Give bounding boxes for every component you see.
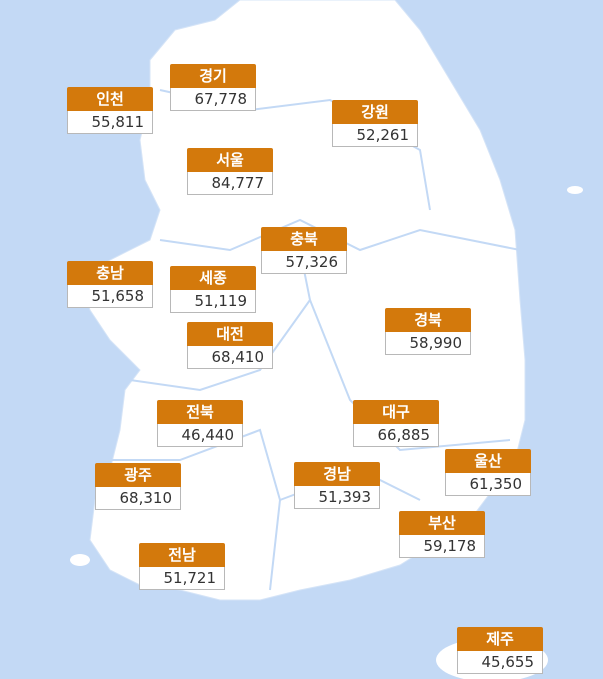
region-name: 제주 xyxy=(457,627,543,651)
region-label: 경남 51,393 xyxy=(294,462,380,509)
region-value: 68,310 xyxy=(95,487,181,510)
region-label: 대전 68,410 xyxy=(187,322,273,369)
region-name: 경북 xyxy=(385,308,471,332)
region-name: 대구 xyxy=(353,400,439,424)
region-value: 51,658 xyxy=(67,285,153,308)
region-value: 51,119 xyxy=(170,290,256,313)
region-label: 대구 66,885 xyxy=(353,400,439,447)
region-value: 66,885 xyxy=(353,424,439,447)
region-label: 인천 55,811 xyxy=(67,87,153,134)
region-name: 경남 xyxy=(294,462,380,486)
region-value: 57,326 xyxy=(261,251,347,274)
region-label: 경기 67,778 xyxy=(170,64,256,111)
region-value: 61,350 xyxy=(445,473,531,496)
region-name: 서울 xyxy=(187,148,273,172)
region-name: 세종 xyxy=(170,266,256,290)
region-name: 대전 xyxy=(187,322,273,346)
region-label: 울산 61,350 xyxy=(445,449,531,496)
region-label: 경북 58,990 xyxy=(385,308,471,355)
region-name: 충남 xyxy=(67,261,153,285)
region-name: 광주 xyxy=(95,463,181,487)
island xyxy=(70,554,90,566)
region-value: 51,721 xyxy=(139,567,225,590)
region-value: 67,778 xyxy=(170,88,256,111)
region-name: 울산 xyxy=(445,449,531,473)
region-value: 51,393 xyxy=(294,486,380,509)
region-label: 강원 52,261 xyxy=(332,100,418,147)
region-label: 서울 84,777 xyxy=(187,148,273,195)
region-value: 46,440 xyxy=(157,424,243,447)
region-label: 전북 46,440 xyxy=(157,400,243,447)
region-value: 58,990 xyxy=(385,332,471,355)
region-name: 충북 xyxy=(261,227,347,251)
region-name: 전남 xyxy=(139,543,225,567)
region-value: 59,178 xyxy=(399,535,485,558)
region-label: 충북 57,326 xyxy=(261,227,347,274)
region-name: 부산 xyxy=(399,511,485,535)
region-value: 68,410 xyxy=(187,346,273,369)
region-value: 52,261 xyxy=(332,124,418,147)
region-label: 세종 51,119 xyxy=(170,266,256,313)
region-label: 충남 51,658 xyxy=(67,261,153,308)
region-name: 인천 xyxy=(67,87,153,111)
region-value: 55,811 xyxy=(67,111,153,134)
region-label: 전남 51,721 xyxy=(139,543,225,590)
region-label: 광주 68,310 xyxy=(95,463,181,510)
region-value: 45,655 xyxy=(457,651,543,674)
region-name: 강원 xyxy=(332,100,418,124)
island xyxy=(567,186,583,194)
region-value: 84,777 xyxy=(187,172,273,195)
region-name: 경기 xyxy=(170,64,256,88)
region-label: 부산 59,178 xyxy=(399,511,485,558)
region-label: 제주 45,655 xyxy=(457,627,543,674)
region-name: 전북 xyxy=(157,400,243,424)
